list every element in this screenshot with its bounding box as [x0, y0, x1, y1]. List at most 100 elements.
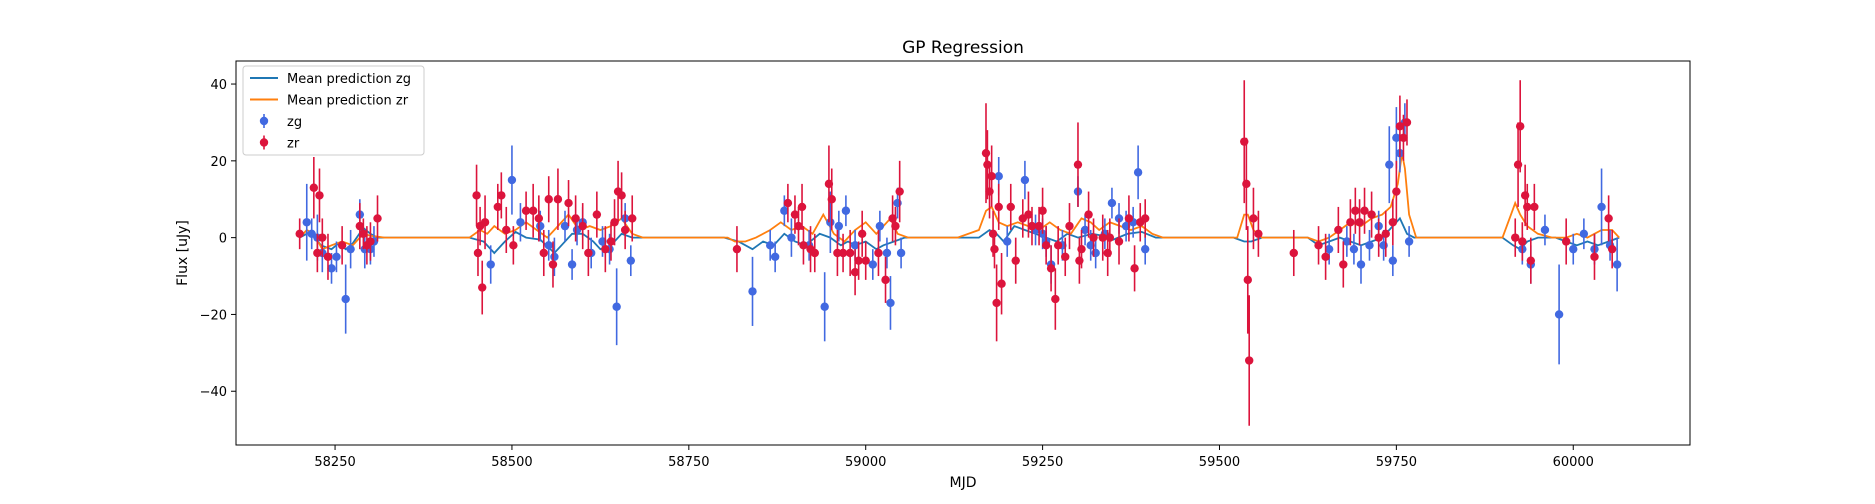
data-point-zg: [516, 203, 525, 242]
marker: [315, 191, 324, 200]
marker: [799, 241, 808, 250]
data-point-zg: [787, 218, 796, 257]
legend-entry-zr: zr: [259, 135, 300, 152]
data-point-zr: [881, 256, 890, 303]
data-point-zr: [1098, 214, 1107, 261]
data-point-zr: [1077, 229, 1086, 269]
marker: [302, 218, 311, 227]
x-tick-label: 59250: [1022, 455, 1063, 470]
data-point-zr: [1038, 187, 1047, 234]
data-point-zr: [610, 199, 619, 246]
marker: [480, 218, 490, 227]
marker: [516, 218, 525, 227]
data-point-zr: [1065, 203, 1074, 250]
data-point-zr: [1346, 199, 1355, 246]
marker: [827, 195, 836, 204]
marker: [628, 214, 637, 223]
chart-title: GP Regression: [902, 38, 1024, 58]
legend-label: Mean prediction zr: [287, 94, 409, 109]
legend: Mean prediction zg Mean prediction zr zg zr: [242, 65, 425, 156]
marker: [1103, 248, 1112, 258]
marker: [826, 218, 835, 227]
marker: [770, 252, 780, 262]
data-point-zr: [1254, 210, 1263, 257]
marker: [323, 252, 333, 262]
marker: [893, 198, 902, 208]
data-point-zr: [606, 222, 616, 261]
marker: [1107, 198, 1117, 208]
data-point-zg: [841, 195, 851, 227]
marker: [765, 241, 775, 250]
data-point-zr: [1513, 122, 1523, 207]
data-point-zr: [997, 253, 1006, 315]
marker: [1597, 202, 1606, 212]
marker: [1612, 260, 1622, 269]
data-point-zr: [1360, 187, 1369, 234]
marker: [857, 229, 867, 238]
marker: [1334, 225, 1343, 235]
marker: [780, 206, 789, 215]
data-point-zr: [315, 168, 324, 223]
marker: [992, 298, 1001, 308]
marker: [1540, 225, 1550, 235]
marker: [1351, 206, 1360, 215]
data-point-zr: [850, 249, 860, 296]
data-point-zr: [857, 210, 867, 257]
data-point-zr: [544, 176, 553, 223]
marker: [373, 214, 382, 223]
data-point-zr: [1339, 241, 1348, 288]
marker: [891, 221, 900, 231]
marker: [332, 252, 341, 262]
data-point-zr: [528, 183, 538, 238]
data-point-zr: [891, 206, 900, 246]
marker: [1133, 168, 1143, 177]
data-point-zg: [626, 245, 636, 277]
data-point-zr: [1515, 80, 1525, 173]
marker: [553, 195, 563, 204]
data-point-zr: [472, 164, 481, 227]
data-point-zg: [332, 241, 341, 273]
data-point-zr: [799, 226, 808, 265]
marker: [990, 244, 999, 254]
data-point-zr: [478, 260, 487, 315]
data-point-zg: [770, 241, 780, 273]
data-point-zr: [1024, 191, 1033, 238]
data-point-zg: [1349, 233, 1359, 265]
legend-entry-mean-prediction-zr: Mean prediction zr: [250, 94, 409, 109]
marker: [810, 248, 819, 258]
marker: [509, 241, 518, 250]
data-point-zr: [548, 241, 558, 288]
data-point-zg: [1324, 233, 1334, 265]
marker: [1511, 233, 1520, 242]
marker: [1367, 210, 1376, 219]
data-point-zg: [1385, 126, 1394, 204]
marker: [1114, 237, 1124, 246]
data-point-zg: [780, 195, 789, 227]
data-point-zg: [820, 272, 829, 342]
marker: [473, 248, 483, 258]
data-point-zg: [302, 183, 311, 261]
marker: [1554, 310, 1564, 319]
marker: [1051, 294, 1060, 304]
marker: [309, 183, 319, 192]
marker: [578, 221, 587, 231]
data-point-zg: [886, 276, 895, 330]
marker: [882, 248, 892, 258]
marker: [748, 287, 757, 296]
marker: [550, 252, 559, 262]
marker: [1077, 244, 1086, 254]
marker: [472, 191, 481, 200]
data-point-zg: [1140, 233, 1150, 265]
data-point-zr: [1392, 160, 1401, 223]
legend-entry-mean-prediction-zg: Mean prediction zg: [250, 72, 411, 87]
marker: [987, 172, 996, 181]
y-tick-label: −40: [200, 385, 227, 400]
data-point-zr: [502, 206, 511, 253]
data-point-zg: [1080, 214, 1090, 246]
marker: [820, 302, 829, 311]
data-point-zr: [564, 180, 573, 227]
data-point-zr: [295, 218, 304, 250]
marker: [1006, 202, 1015, 212]
marker: [534, 214, 544, 223]
marker: [1530, 202, 1539, 212]
